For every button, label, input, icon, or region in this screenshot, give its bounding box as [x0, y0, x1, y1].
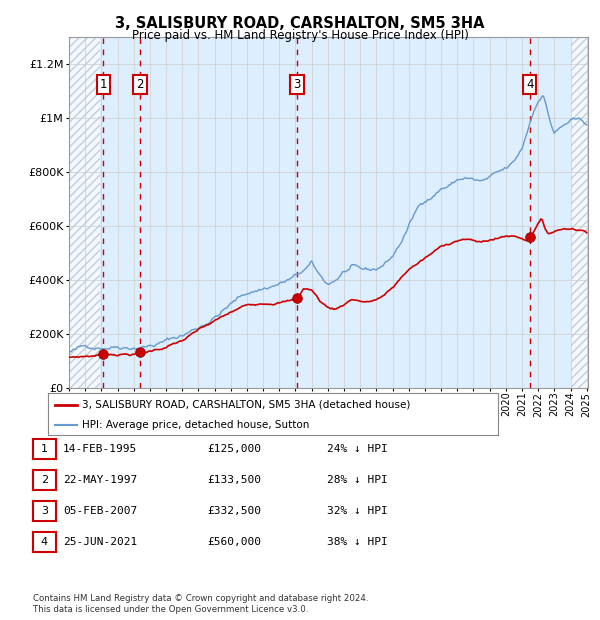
- Text: Price paid vs. HM Land Registry's House Price Index (HPI): Price paid vs. HM Land Registry's House …: [131, 29, 469, 42]
- Text: Contains HM Land Registry data © Crown copyright and database right 2024.
This d: Contains HM Land Registry data © Crown c…: [33, 595, 368, 614]
- Text: 05-FEB-2007: 05-FEB-2007: [63, 506, 137, 516]
- Text: 3, SALISBURY ROAD, CARSHALTON, SM5 3HA (detached house): 3, SALISBURY ROAD, CARSHALTON, SM5 3HA (…: [82, 400, 410, 410]
- Text: £133,500: £133,500: [207, 475, 261, 485]
- Text: HPI: Average price, detached house, Sutton: HPI: Average price, detached house, Sutt…: [82, 420, 309, 430]
- Text: 1: 1: [100, 78, 107, 91]
- Text: 3, SALISBURY ROAD, CARSHALTON, SM5 3HA: 3, SALISBURY ROAD, CARSHALTON, SM5 3HA: [115, 16, 485, 30]
- Text: 28% ↓ HPI: 28% ↓ HPI: [327, 475, 388, 485]
- Text: 25-JUN-2021: 25-JUN-2021: [63, 537, 137, 547]
- Text: 1: 1: [41, 444, 48, 454]
- Text: £560,000: £560,000: [207, 537, 261, 547]
- Text: 14-FEB-1995: 14-FEB-1995: [63, 444, 137, 454]
- Text: 24% ↓ HPI: 24% ↓ HPI: [327, 444, 388, 454]
- Text: 32% ↓ HPI: 32% ↓ HPI: [327, 506, 388, 516]
- Text: 38% ↓ HPI: 38% ↓ HPI: [327, 537, 388, 547]
- Text: 3: 3: [41, 506, 48, 516]
- Text: 2: 2: [136, 78, 144, 91]
- Text: 4: 4: [41, 537, 48, 547]
- Text: £332,500: £332,500: [207, 506, 261, 516]
- Text: £125,000: £125,000: [207, 444, 261, 454]
- Text: 4: 4: [526, 78, 533, 91]
- Text: 2: 2: [41, 475, 48, 485]
- Text: 22-MAY-1997: 22-MAY-1997: [63, 475, 137, 485]
- Text: 3: 3: [293, 78, 301, 91]
